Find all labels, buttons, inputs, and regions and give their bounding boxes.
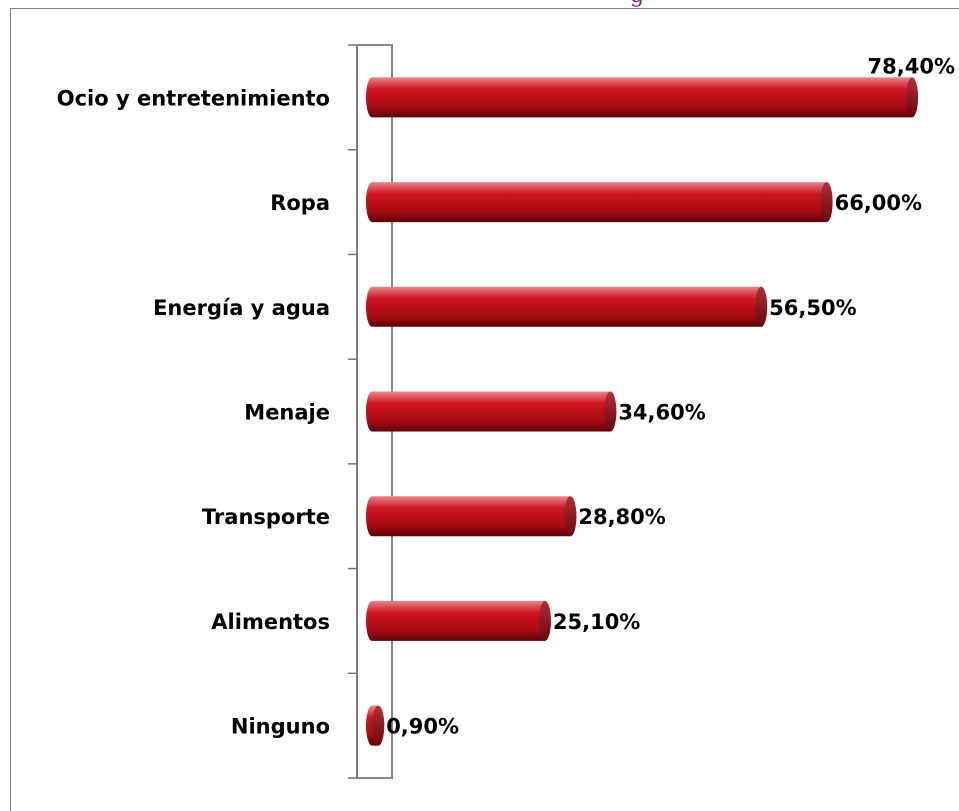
- data-label: 66,00%: [835, 191, 922, 215]
- data-label: 34,60%: [618, 401, 705, 425]
- y-tick-label: Ropa: [270, 191, 330, 215]
- bar-cap: [906, 77, 918, 118]
- y-tick-label: Energía y agua: [153, 296, 330, 320]
- data-label: 28,80%: [578, 505, 665, 529]
- bar-cap: [538, 600, 551, 641]
- data-label: 78,40%: [868, 54, 955, 78]
- bar: [366, 182, 833, 223]
- chart-title: g: [630, 0, 644, 8]
- bar-cap: [372, 705, 385, 746]
- y-tick-label: Ninguno: [231, 715, 330, 739]
- bar-cap: [604, 391, 617, 432]
- bar: [366, 286, 768, 327]
- bar: [366, 600, 551, 641]
- bar-cap: [820, 182, 833, 223]
- y-tick-label: Menaje: [244, 401, 330, 425]
- y-tick-label: Alimentos: [211, 610, 330, 634]
- y-tick-label: Ocio y entretenimiento: [57, 86, 330, 110]
- y-tick-label: Transporte: [202, 505, 330, 529]
- bar-cap: [564, 496, 577, 537]
- bar-cap: [755, 286, 768, 327]
- bar: [366, 391, 617, 432]
- chart-frame: [10, 8, 959, 811]
- data-label: 56,50%: [769, 296, 856, 320]
- bar: [366, 496, 577, 537]
- bar: [366, 77, 918, 118]
- data-label: 25,10%: [553, 610, 640, 634]
- data-label: 0,90%: [386, 715, 459, 739]
